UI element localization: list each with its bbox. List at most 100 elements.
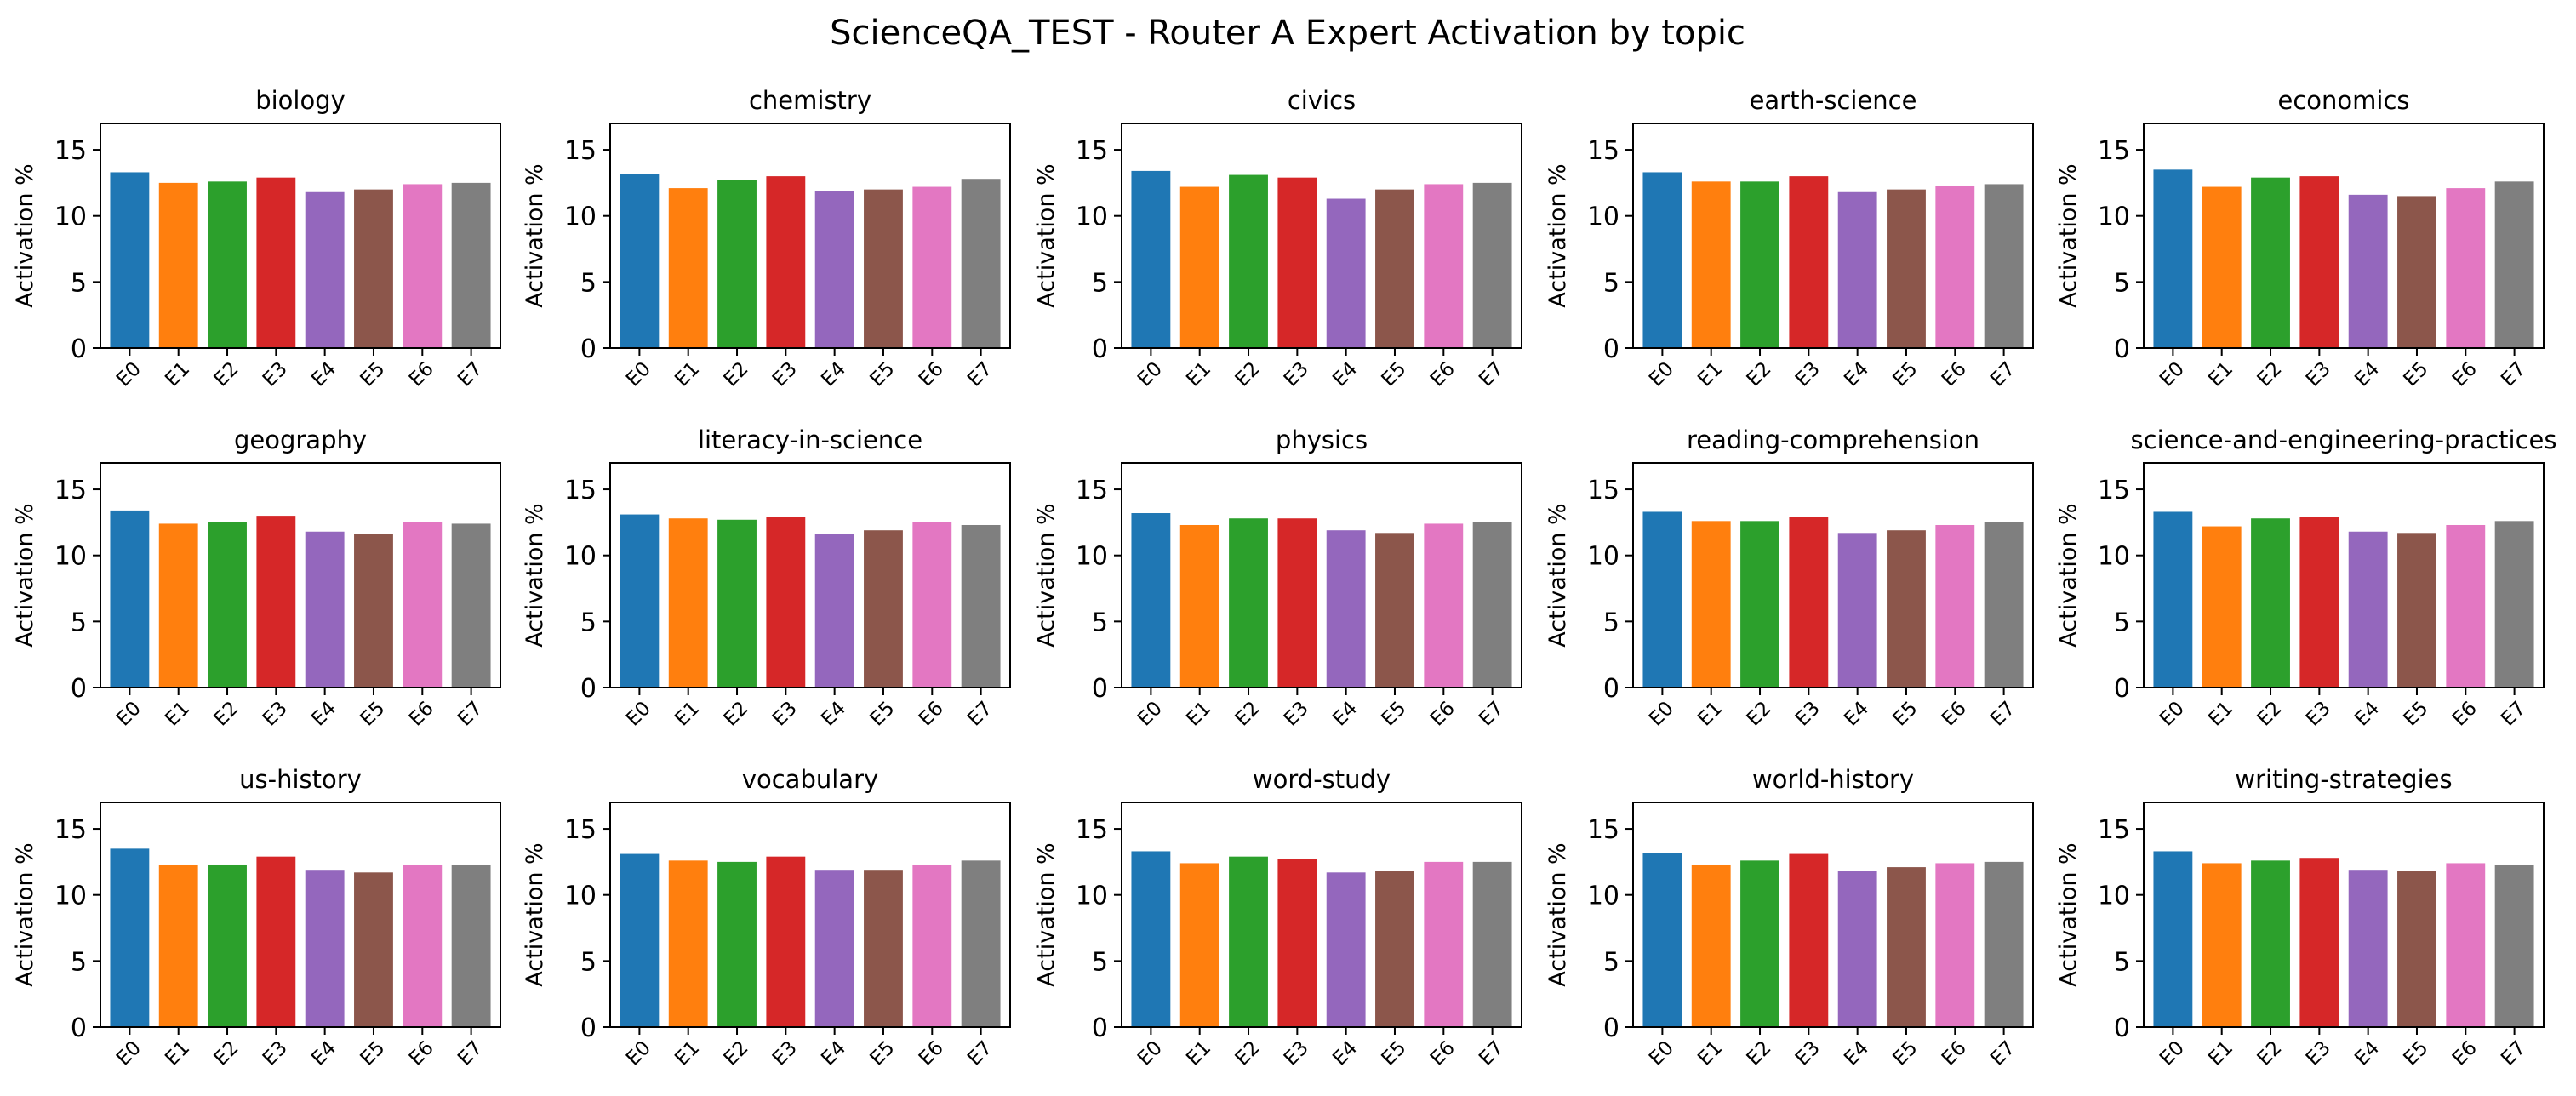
y-tick-label: 5 xyxy=(71,268,87,298)
bar-E4 xyxy=(1326,530,1366,688)
bar-E3 xyxy=(1277,859,1317,1027)
bar-E1 xyxy=(2202,863,2242,1027)
bar-E3 xyxy=(1789,853,1829,1027)
y-axis-label: Activation % xyxy=(1545,842,1571,986)
bar-E0 xyxy=(620,174,660,348)
bar-E5 xyxy=(2397,196,2436,348)
y-tick-label: 15 xyxy=(2098,476,2130,505)
bar-E5 xyxy=(354,534,393,688)
bar-E3 xyxy=(1789,517,1829,688)
bar-E0 xyxy=(110,848,150,1027)
bar-E4 xyxy=(1837,533,1877,688)
bar-E2 xyxy=(208,181,247,348)
y-tick-label: 15 xyxy=(564,136,597,166)
bar-E3 xyxy=(766,856,806,1027)
y-axis-label: Activation % xyxy=(12,163,38,307)
y-tick-label: 10 xyxy=(1076,203,1108,232)
bar-E2 xyxy=(1229,518,1268,688)
bar-E0 xyxy=(110,172,150,348)
bar-E0 xyxy=(620,514,660,688)
y-tick-label: 0 xyxy=(1092,674,1108,704)
y-axis-label: Activation % xyxy=(522,163,548,307)
bar-E1 xyxy=(158,523,198,688)
bar-E0 xyxy=(110,510,150,688)
bar-E4 xyxy=(305,191,345,348)
bar-E6 xyxy=(912,522,952,688)
bar-E4 xyxy=(1837,191,1877,348)
y-tick-label: 0 xyxy=(2114,1013,2130,1043)
y-tick-label: 10 xyxy=(54,203,87,232)
bar-E7 xyxy=(1472,522,1512,688)
bar-E5 xyxy=(2397,533,2436,688)
y-tick-label: 10 xyxy=(564,203,597,232)
axes-frame xyxy=(609,462,1011,688)
bar-E5 xyxy=(1375,189,1414,348)
bar-E7 xyxy=(1472,861,1512,1027)
y-tick-label: 0 xyxy=(580,334,597,364)
bar-E4 xyxy=(1837,871,1877,1027)
bar-E1 xyxy=(158,182,198,348)
y-tick-label: 5 xyxy=(580,608,597,637)
y-axis-label: Activation % xyxy=(2055,842,2082,986)
bar-E7 xyxy=(2494,521,2534,688)
y-tick-label: 5 xyxy=(1092,608,1108,637)
subplot-title: science-and-engineering-practices xyxy=(2131,425,2557,454)
subplot-title: word-study xyxy=(1253,765,1391,794)
bar-E2 xyxy=(1740,860,1779,1027)
subplot-title: vocabulary xyxy=(742,765,878,794)
bar-E5 xyxy=(1887,867,1926,1027)
bar-E0 xyxy=(1642,511,1682,688)
y-tick-label: 5 xyxy=(1092,947,1108,977)
y-tick-label: 0 xyxy=(71,674,87,704)
y-tick-label: 0 xyxy=(1603,674,1619,704)
axes-frame xyxy=(2143,123,2545,349)
y-tick-label: 0 xyxy=(1603,1013,1619,1043)
bar-E2 xyxy=(717,180,757,348)
subplot-title: geography xyxy=(234,425,367,454)
bar-E6 xyxy=(2446,188,2486,348)
axes-frame xyxy=(609,123,1011,349)
bar-E4 xyxy=(814,870,854,1027)
y-tick-label: 10 xyxy=(564,882,597,911)
bar-E3 xyxy=(2299,176,2339,348)
y-tick-label: 15 xyxy=(1076,476,1108,505)
bar-E0 xyxy=(2153,851,2193,1027)
y-tick-label: 5 xyxy=(2114,268,2130,298)
y-tick-label: 5 xyxy=(1603,268,1619,298)
bar-E0 xyxy=(2153,169,2193,348)
bar-E5 xyxy=(864,530,903,688)
y-tick-label: 0 xyxy=(580,1013,597,1043)
bar-E7 xyxy=(2494,864,2534,1027)
bar-E4 xyxy=(1326,198,1366,348)
y-tick-label: 0 xyxy=(1092,1013,1108,1043)
y-axis-label: Activation % xyxy=(12,503,38,647)
bar-E2 xyxy=(208,522,247,688)
bar-E7 xyxy=(1984,522,2024,688)
y-tick-label: 5 xyxy=(1092,268,1108,298)
bar-E6 xyxy=(1424,523,1464,688)
bar-E7 xyxy=(2494,181,2534,348)
bar-E6 xyxy=(1424,184,1464,348)
bar-E3 xyxy=(766,176,806,348)
y-tick-label: 0 xyxy=(71,334,87,364)
axes-frame xyxy=(1121,462,1522,688)
subplot-title: us-history xyxy=(239,765,362,794)
y-axis-label: Activation % xyxy=(2055,163,2082,307)
bar-E4 xyxy=(2348,531,2388,688)
bar-E6 xyxy=(403,522,443,688)
bar-E1 xyxy=(1691,521,1731,688)
bar-E0 xyxy=(1131,170,1171,348)
bar-E1 xyxy=(1179,186,1219,348)
bar-E6 xyxy=(403,864,443,1027)
y-tick-label: 15 xyxy=(54,136,87,166)
bar-E7 xyxy=(451,523,491,688)
subplot-title: reading-comprehension xyxy=(1687,425,1979,454)
y-tick-label: 5 xyxy=(580,947,597,977)
bar-E7 xyxy=(961,179,1001,348)
y-tick-label: 15 xyxy=(2098,136,2130,166)
